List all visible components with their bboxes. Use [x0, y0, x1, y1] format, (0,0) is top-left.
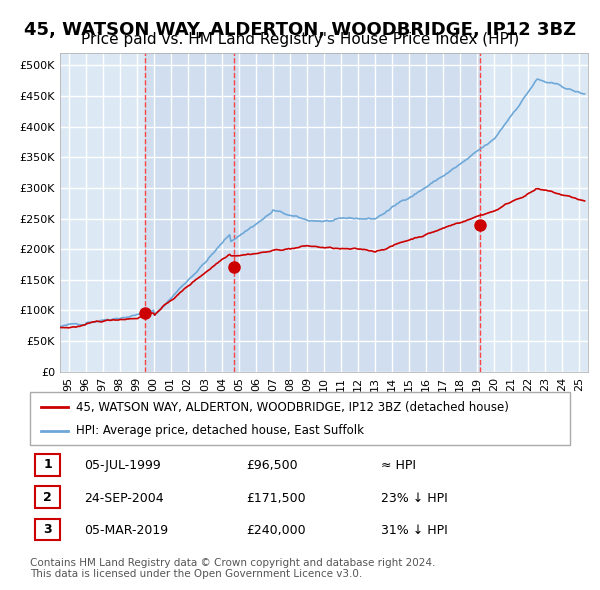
Text: £96,500: £96,500 [246, 460, 298, 473]
Text: Price paid vs. HM Land Registry's House Price Index (HPI): Price paid vs. HM Land Registry's House … [81, 32, 519, 47]
FancyBboxPatch shape [30, 392, 570, 445]
Text: HPI: Average price, detached house, East Suffolk: HPI: Average price, detached house, East… [76, 424, 364, 437]
Text: £171,500: £171,500 [246, 491, 305, 504]
Text: 45, WATSON WAY, ALDERTON, WOODBRIDGE, IP12 3BZ (detached house): 45, WATSON WAY, ALDERTON, WOODBRIDGE, IP… [76, 401, 509, 414]
FancyBboxPatch shape [35, 454, 60, 476]
FancyBboxPatch shape [35, 519, 60, 540]
Text: 31% ↓ HPI: 31% ↓ HPI [381, 524, 448, 537]
Text: ≈ HPI: ≈ HPI [381, 460, 416, 473]
Text: 05-MAR-2019: 05-MAR-2019 [84, 524, 168, 537]
Text: £240,000: £240,000 [246, 524, 305, 537]
Text: 05-JUL-1999: 05-JUL-1999 [84, 460, 161, 473]
Bar [145, 53, 234, 372]
Text: 1: 1 [43, 458, 52, 471]
Text: 3: 3 [43, 523, 52, 536]
FancyBboxPatch shape [35, 486, 60, 508]
Text: Contains HM Land Registry data © Crown copyright and database right 2024.
This d: Contains HM Land Registry data © Crown c… [30, 558, 436, 579]
Bar [234, 53, 481, 372]
Text: 23% ↓ HPI: 23% ↓ HPI [381, 491, 448, 504]
Text: 2: 2 [43, 491, 52, 504]
Text: 45, WATSON WAY, ALDERTON, WOODBRIDGE, IP12 3BZ: 45, WATSON WAY, ALDERTON, WOODBRIDGE, IP… [24, 21, 576, 39]
Text: 24-SEP-2004: 24-SEP-2004 [84, 491, 164, 504]
